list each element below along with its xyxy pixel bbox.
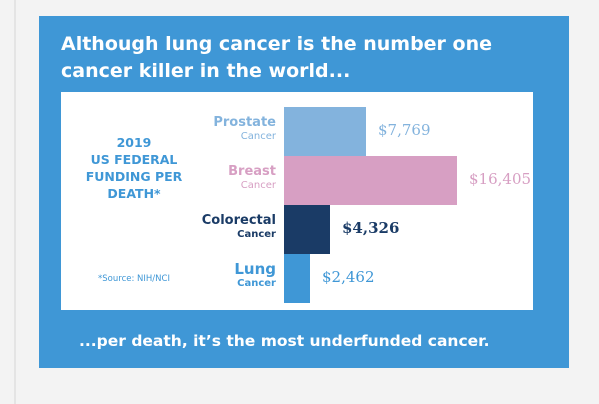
bar-prostate — [284, 107, 366, 156]
value-label-breast: $16,405 — [469, 170, 532, 188]
chart-panel: 2019 US FEDERAL FUNDING PER DEATH* *Sour… — [61, 92, 533, 310]
category-sub-prostate: Cancer — [240, 131, 276, 142]
category-label-prostate: Prostate Cancer — [156, 115, 276, 143]
category-name-lung: Lung — [234, 260, 276, 278]
category-sub-breast: Cancer — [240, 180, 276, 191]
headline: Although lung cancer is the number one c… — [61, 33, 493, 82]
category-sub-lung: Cancer — [237, 278, 276, 289]
footer-text: ...per death, it’s the most underfunded … — [79, 332, 490, 350]
category-name-prostate: Prostate — [213, 115, 276, 130]
category-name-breast: Breast — [228, 164, 276, 179]
bar-breast — [284, 156, 457, 205]
page-left-border — [14, 0, 16, 404]
category-sub-colorectal: Cancer — [237, 229, 276, 240]
value-label-prostate: $7,769 — [378, 121, 431, 139]
value-label-lung: $2,462 — [322, 268, 375, 286]
value-label-colorectal: $4,326 — [342, 219, 400, 237]
bar-colorectal — [284, 205, 330, 254]
category-label-colorectal: Colorectal Cancer — [156, 213, 276, 241]
bar-lung — [284, 254, 310, 303]
source-note: *Source: NIH/NCI — [98, 274, 170, 284]
infographic-card: Although lung cancer is the number one c… — [39, 16, 569, 368]
chart-title: 2019 US FEDERAL FUNDING PER DEATH* — [85, 135, 183, 201]
category-name-colorectal: Colorectal — [201, 213, 276, 228]
category-label-lung: Lung Cancer — [156, 262, 276, 290]
category-label-breast: Breast Cancer — [156, 164, 276, 192]
